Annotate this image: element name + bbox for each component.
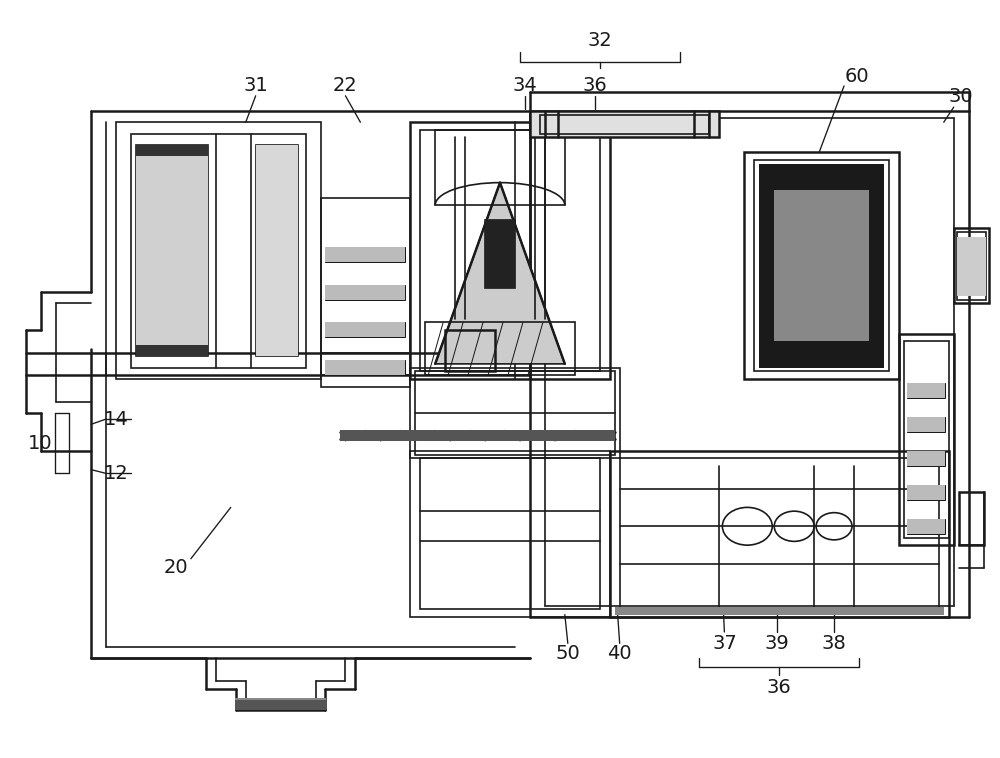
Bar	[435, 130, 565, 205]
Text: 32: 32	[587, 31, 612, 50]
Bar	[136, 145, 208, 156]
Bar	[530, 111, 719, 137]
Bar	[320, 198, 410, 387]
Bar	[325, 360, 405, 375]
Text: 30: 30	[948, 87, 973, 106]
Bar	[904, 341, 949, 537]
Bar	[907, 417, 945, 432]
Bar	[907, 451, 945, 466]
Text: 38: 38	[822, 634, 846, 653]
Bar	[445, 330, 495, 371]
Bar	[907, 383, 945, 398]
Bar	[754, 160, 889, 371]
Bar	[907, 484, 945, 500]
Text: 31: 31	[243, 77, 268, 96]
Bar	[325, 360, 405, 375]
Bar	[410, 368, 620, 459]
Bar	[131, 133, 306, 368]
Bar	[325, 247, 405, 262]
Bar	[325, 322, 405, 337]
Polygon shape	[435, 183, 565, 364]
Bar	[907, 451, 945, 466]
Bar	[340, 431, 615, 441]
Bar	[959, 492, 984, 545]
Bar	[235, 700, 326, 709]
Bar	[907, 518, 945, 534]
Text: 36: 36	[582, 77, 607, 96]
Bar	[256, 145, 298, 356]
Bar	[420, 130, 600, 371]
Bar	[325, 322, 405, 337]
Text: 34: 34	[513, 77, 537, 96]
Bar	[420, 459, 600, 609]
Text: 37: 37	[712, 634, 737, 653]
Bar	[116, 122, 320, 379]
Text: 10: 10	[28, 434, 53, 453]
Bar	[759, 164, 884, 368]
Text: 60: 60	[845, 67, 869, 86]
Bar	[744, 152, 899, 379]
Bar	[620, 459, 939, 609]
Bar	[235, 697, 326, 700]
Bar	[957, 237, 986, 296]
Bar	[136, 145, 208, 356]
Bar	[907, 484, 945, 500]
Bar	[774, 190, 869, 341]
Bar	[899, 334, 954, 545]
Bar	[615, 607, 944, 615]
Bar	[610, 451, 949, 617]
Bar	[415, 371, 615, 455]
Text: 39: 39	[765, 634, 790, 653]
Bar	[907, 518, 945, 534]
Bar	[769, 183, 874, 349]
Text: 40: 40	[607, 644, 632, 663]
Bar	[410, 122, 610, 379]
Bar	[410, 451, 610, 617]
Bar	[136, 145, 208, 356]
Bar	[425, 322, 575, 375]
Text: 36: 36	[767, 678, 792, 697]
Bar	[256, 145, 298, 356]
Bar	[907, 417, 945, 432]
Bar	[325, 284, 405, 299]
Bar	[540, 114, 709, 133]
Text: 22: 22	[333, 77, 358, 96]
Text: 50: 50	[555, 644, 580, 663]
Bar	[325, 284, 405, 299]
Bar	[957, 232, 986, 299]
Bar	[485, 221, 515, 288]
Bar	[907, 383, 945, 398]
Bar	[136, 345, 208, 356]
Bar	[954, 228, 989, 303]
Text: 20: 20	[164, 559, 188, 578]
Text: 14: 14	[104, 409, 128, 428]
Text: 12: 12	[104, 464, 128, 483]
Bar	[325, 247, 405, 262]
Bar	[485, 221, 515, 288]
